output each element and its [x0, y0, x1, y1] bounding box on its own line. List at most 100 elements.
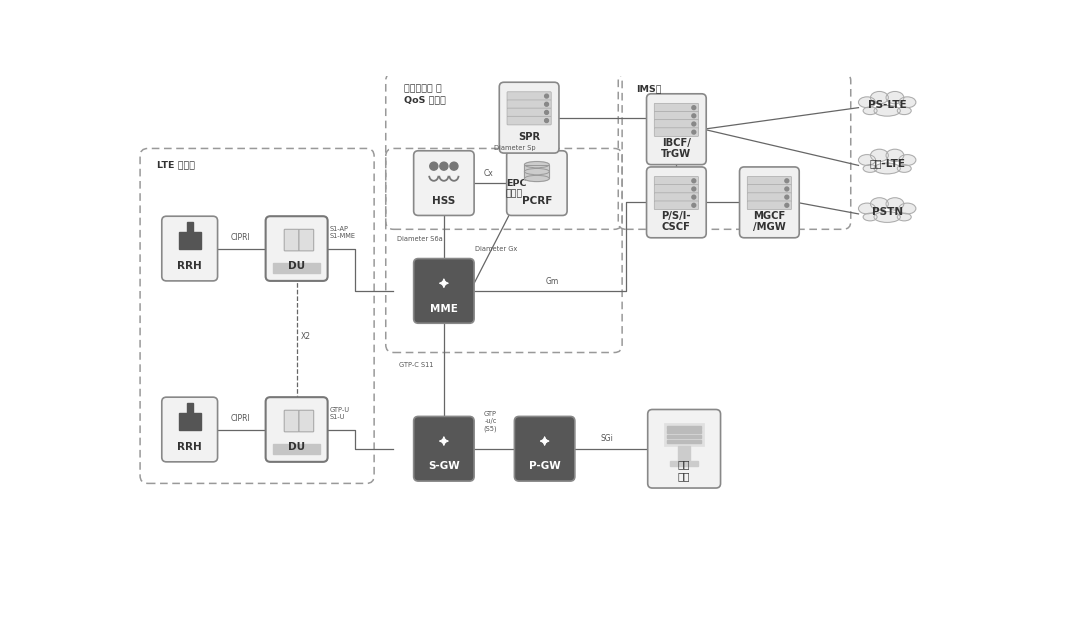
FancyBboxPatch shape: [654, 193, 698, 202]
FancyBboxPatch shape: [654, 184, 698, 193]
FancyBboxPatch shape: [654, 201, 698, 210]
FancyBboxPatch shape: [647, 167, 706, 238]
Ellipse shape: [871, 149, 888, 162]
Circle shape: [692, 179, 696, 183]
Ellipse shape: [525, 176, 549, 181]
Text: CIPRI: CIPRI: [231, 233, 251, 242]
Circle shape: [545, 119, 548, 122]
FancyBboxPatch shape: [654, 103, 698, 112]
Bar: [664, 423, 705, 446]
Text: Cx: Cx: [484, 169, 494, 178]
FancyBboxPatch shape: [748, 176, 791, 185]
Ellipse shape: [859, 97, 876, 108]
FancyBboxPatch shape: [654, 120, 698, 128]
Text: GTP-C S11: GTP-C S11: [398, 362, 434, 368]
Ellipse shape: [899, 97, 916, 108]
Ellipse shape: [886, 198, 904, 210]
FancyBboxPatch shape: [413, 259, 474, 323]
FancyBboxPatch shape: [748, 201, 791, 210]
Text: Diameter Gx: Diameter Gx: [474, 247, 517, 252]
FancyBboxPatch shape: [654, 112, 698, 120]
Ellipse shape: [871, 198, 888, 210]
Circle shape: [450, 162, 458, 170]
Circle shape: [692, 195, 696, 199]
Bar: [179, 413, 200, 430]
Ellipse shape: [897, 165, 911, 172]
Ellipse shape: [874, 212, 901, 223]
Ellipse shape: [897, 213, 911, 221]
Text: MME: MME: [429, 304, 457, 314]
Circle shape: [440, 162, 448, 170]
Text: 상용-LTE: 상용-LTE: [870, 158, 905, 168]
FancyBboxPatch shape: [648, 410, 721, 488]
Circle shape: [545, 94, 548, 98]
Circle shape: [545, 102, 548, 106]
Text: 가입자관리 및
QoS 제어망: 가입자관리 및 QoS 제어망: [404, 84, 446, 104]
Text: CIPRI: CIPRI: [231, 415, 251, 424]
FancyBboxPatch shape: [514, 417, 575, 481]
Circle shape: [785, 187, 788, 191]
Ellipse shape: [863, 107, 877, 115]
Text: PS-LTE: PS-LTE: [868, 100, 906, 110]
Text: 폐색
센타: 폐색 센타: [678, 459, 691, 481]
Bar: [667, 439, 702, 443]
Text: IBCF/
TrGW: IBCF/ TrGW: [661, 138, 692, 159]
Text: PSTN: PSTN: [872, 207, 903, 217]
FancyBboxPatch shape: [507, 116, 552, 125]
Ellipse shape: [886, 91, 904, 104]
Text: SGi: SGi: [600, 434, 613, 443]
FancyBboxPatch shape: [507, 108, 552, 117]
Text: DU: DU: [288, 443, 305, 452]
Circle shape: [429, 162, 438, 170]
Text: RRH: RRH: [178, 443, 202, 452]
FancyBboxPatch shape: [413, 417, 474, 481]
FancyBboxPatch shape: [740, 167, 799, 238]
FancyBboxPatch shape: [499, 82, 559, 153]
Text: GTP-U
S1-U: GTP-U S1-U: [330, 406, 350, 420]
Text: X2: X2: [301, 332, 311, 341]
Text: P-GW: P-GW: [529, 462, 560, 472]
Text: MGCF
/MGW: MGCF /MGW: [753, 211, 786, 233]
Text: P/S/I-
CSCF: P/S/I- CSCF: [662, 211, 691, 233]
Bar: [667, 435, 702, 438]
FancyBboxPatch shape: [507, 151, 568, 216]
Circle shape: [692, 114, 696, 118]
Circle shape: [692, 187, 696, 191]
Text: SPR: SPR: [518, 132, 540, 142]
Circle shape: [785, 204, 788, 207]
FancyBboxPatch shape: [284, 230, 299, 251]
Text: IMS망: IMS망: [636, 84, 662, 94]
FancyBboxPatch shape: [748, 184, 791, 193]
Ellipse shape: [874, 163, 901, 174]
Bar: [667, 425, 702, 429]
Circle shape: [785, 195, 788, 199]
Text: EPC
코어망: EPC 코어망: [506, 179, 526, 198]
Bar: [525, 165, 549, 179]
Ellipse shape: [874, 105, 901, 116]
Text: LTE 무선망: LTE 무선망: [157, 160, 195, 169]
FancyBboxPatch shape: [266, 216, 328, 281]
Circle shape: [545, 110, 548, 114]
Bar: [186, 403, 193, 413]
Ellipse shape: [899, 203, 916, 214]
Ellipse shape: [871, 91, 888, 104]
Text: PCRF: PCRF: [522, 196, 552, 206]
Bar: [186, 222, 193, 233]
FancyBboxPatch shape: [647, 94, 706, 165]
FancyBboxPatch shape: [266, 397, 328, 462]
FancyBboxPatch shape: [299, 410, 314, 432]
Circle shape: [785, 179, 788, 183]
FancyBboxPatch shape: [162, 216, 217, 281]
Circle shape: [692, 122, 696, 126]
Ellipse shape: [525, 162, 549, 168]
Text: Diameter Sp: Diameter Sp: [494, 145, 536, 151]
Bar: [179, 233, 200, 249]
Ellipse shape: [525, 169, 549, 174]
Text: GTP
-u/c
(S5): GTP -u/c (S5): [484, 411, 497, 432]
Circle shape: [442, 439, 446, 443]
Ellipse shape: [859, 203, 876, 214]
Text: RRH: RRH: [178, 261, 202, 271]
Text: DU: DU: [288, 261, 305, 271]
Bar: [273, 263, 320, 273]
Circle shape: [692, 106, 696, 110]
